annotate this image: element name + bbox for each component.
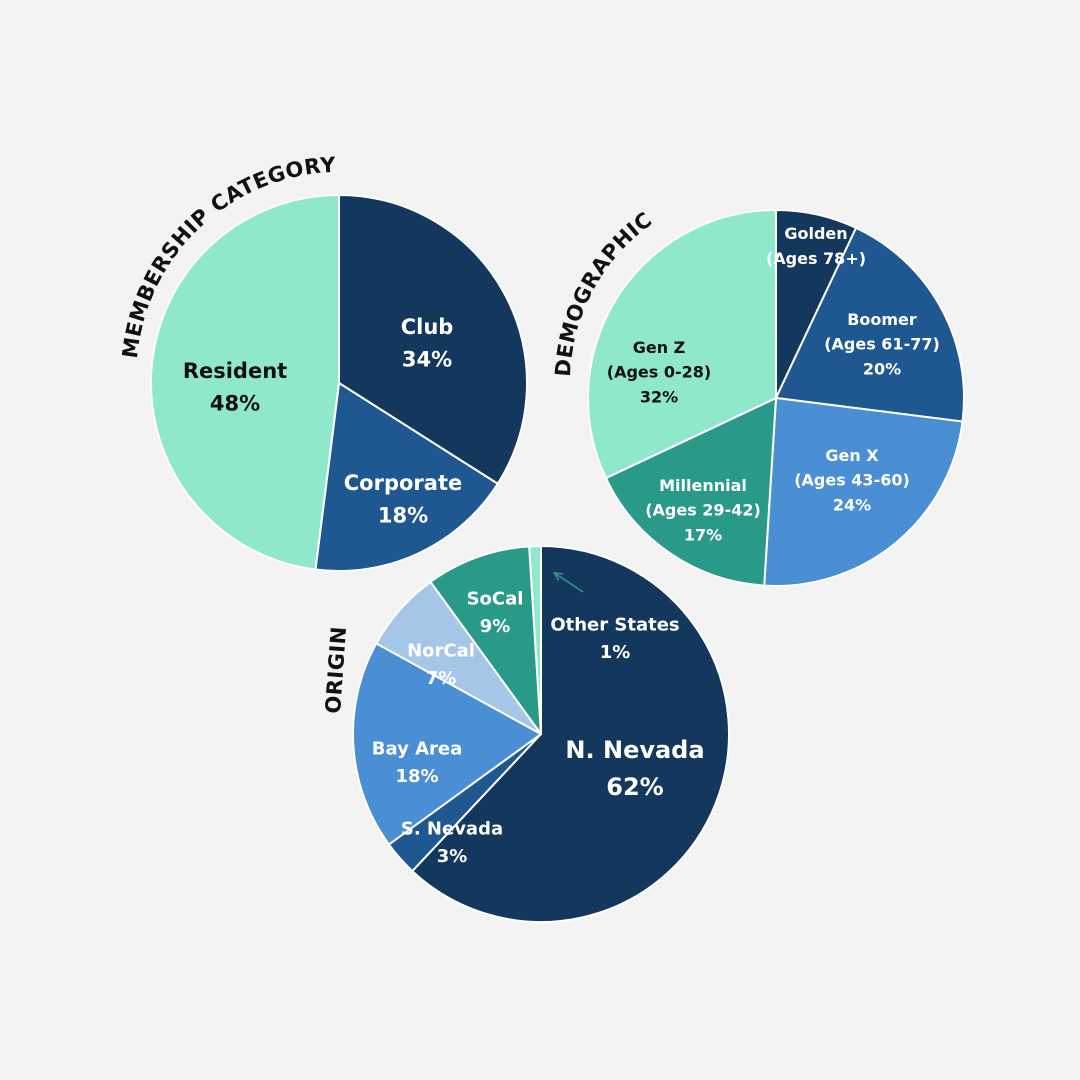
pie-slice-other-states [528, 544, 542, 735]
slice-percent: 1% [600, 642, 631, 663]
slice-label-corporate: Corporate 18% [344, 471, 462, 527]
slice-percent: 20% [863, 359, 901, 378]
slice-age-range: (Ages 61-77) [824, 335, 940, 354]
slice-percent: 17% [684, 525, 722, 544]
slice-age-range: (Ages 43-60) [794, 471, 910, 490]
slice-label-golden: Golden (Ages 78+) [766, 224, 866, 268]
pie-slice-bay-area [352, 642, 542, 846]
pie-slice-socal [429, 545, 542, 735]
slice-name: Corporate [344, 471, 462, 495]
slice-name: Bay Area [372, 738, 462, 759]
origin-pie: ORIGIN N. Nevada 62% S. Nevada 3% Bay Area 18… [321, 544, 730, 923]
slice-label-other-states: Other States 1% [550, 614, 679, 663]
slice-age-range: (Ages 78+) [766, 249, 866, 268]
pie-slice-resident [149, 194, 340, 571]
origin-chart-title: ORIGIN [321, 625, 351, 714]
slice-label-resident: Resident 48% [183, 359, 287, 416]
slice-label-boomer: Boomer (Ages 61-77) 20% [824, 310, 940, 379]
demographic-pie: DEMOGRAPHIC Golden (Ages 78+)Boomer (Ages … [551, 207, 965, 587]
slice-percent: 32% [640, 387, 678, 406]
slice-percent: 3% [437, 846, 468, 867]
slice-label-bay-area: Bay Area 18% [372, 738, 462, 787]
pie-slice-millennial [604, 397, 777, 587]
pie-slice-n-nevada [411, 545, 730, 923]
slice-name: Millennial [659, 476, 747, 495]
origin-labels: N. Nevada 62% S. Nevada 3% Bay Area 18% NorCal… [372, 588, 705, 867]
slice-age-range: (Ages 0-28) [607, 363, 711, 382]
demographic-labels: Golden (Ages 78+) Boomer (Ages 61-77) 20% Gen… [607, 224, 940, 544]
slice-label-n-nevada: N. Nevada 62% [565, 736, 704, 801]
other-states-pointer-arrow [556, 574, 584, 593]
slice-percent: 7% [426, 668, 457, 689]
slice-label-socal: SoCal 9% [467, 588, 524, 637]
membership-labels: Club 34% Corporate 18% Resident 48% [183, 315, 462, 527]
slice-percent: 34% [402, 348, 452, 372]
slice-percent: 62% [606, 773, 663, 801]
slice-percent: 18% [378, 504, 428, 528]
slice-percent: 9% [480, 616, 511, 637]
membership-slices [149, 194, 528, 572]
slice-percent: 18% [395, 766, 438, 787]
slice-name: Club [401, 315, 454, 339]
slice-name: Resident [183, 359, 287, 383]
slice-name: Other States [550, 614, 679, 635]
slice-name: S. Nevada [401, 818, 503, 839]
slice-name: N. Nevada [565, 736, 704, 764]
pie-slice-boomer [775, 226, 965, 423]
slice-percent: 24% [833, 495, 871, 514]
slice-age-range: (Ages 29-42) [645, 501, 761, 520]
slice-name: Golden [784, 224, 847, 243]
slice-name: NorCal [407, 640, 475, 661]
slice-label-s-nevada: S. Nevada 3% [401, 818, 503, 867]
slice-name: Gen X [825, 446, 879, 465]
slice-percent: 48% [210, 392, 260, 416]
slice-label-gen-z: Gen Z (Ages 0-28) 32% [607, 338, 711, 407]
pie-slice-corporate [314, 382, 499, 572]
slice-name: Boomer [847, 310, 917, 329]
pie-slice-gen-z [587, 209, 777, 480]
slice-label-norcal: NorCal 7% [407, 640, 475, 689]
slice-label-club: Club 34% [401, 315, 454, 372]
slice-label-millennial: Millennial (Ages 29-42) 17% [645, 476, 761, 545]
membership-category-pie: MEMBERSHIP CATEGORY Club 34%Corporate 18%R… [118, 153, 528, 572]
slice-label-gen-x: Gen X (Ages 43-60) 24% [794, 446, 910, 515]
origin-slices [352, 544, 730, 923]
slice-name: Gen Z [633, 338, 686, 357]
slice-name: SoCal [467, 588, 524, 609]
pie-slice-club [338, 194, 528, 485]
demographic-slices [587, 209, 965, 587]
pie-slice-gen-x [763, 397, 964, 587]
